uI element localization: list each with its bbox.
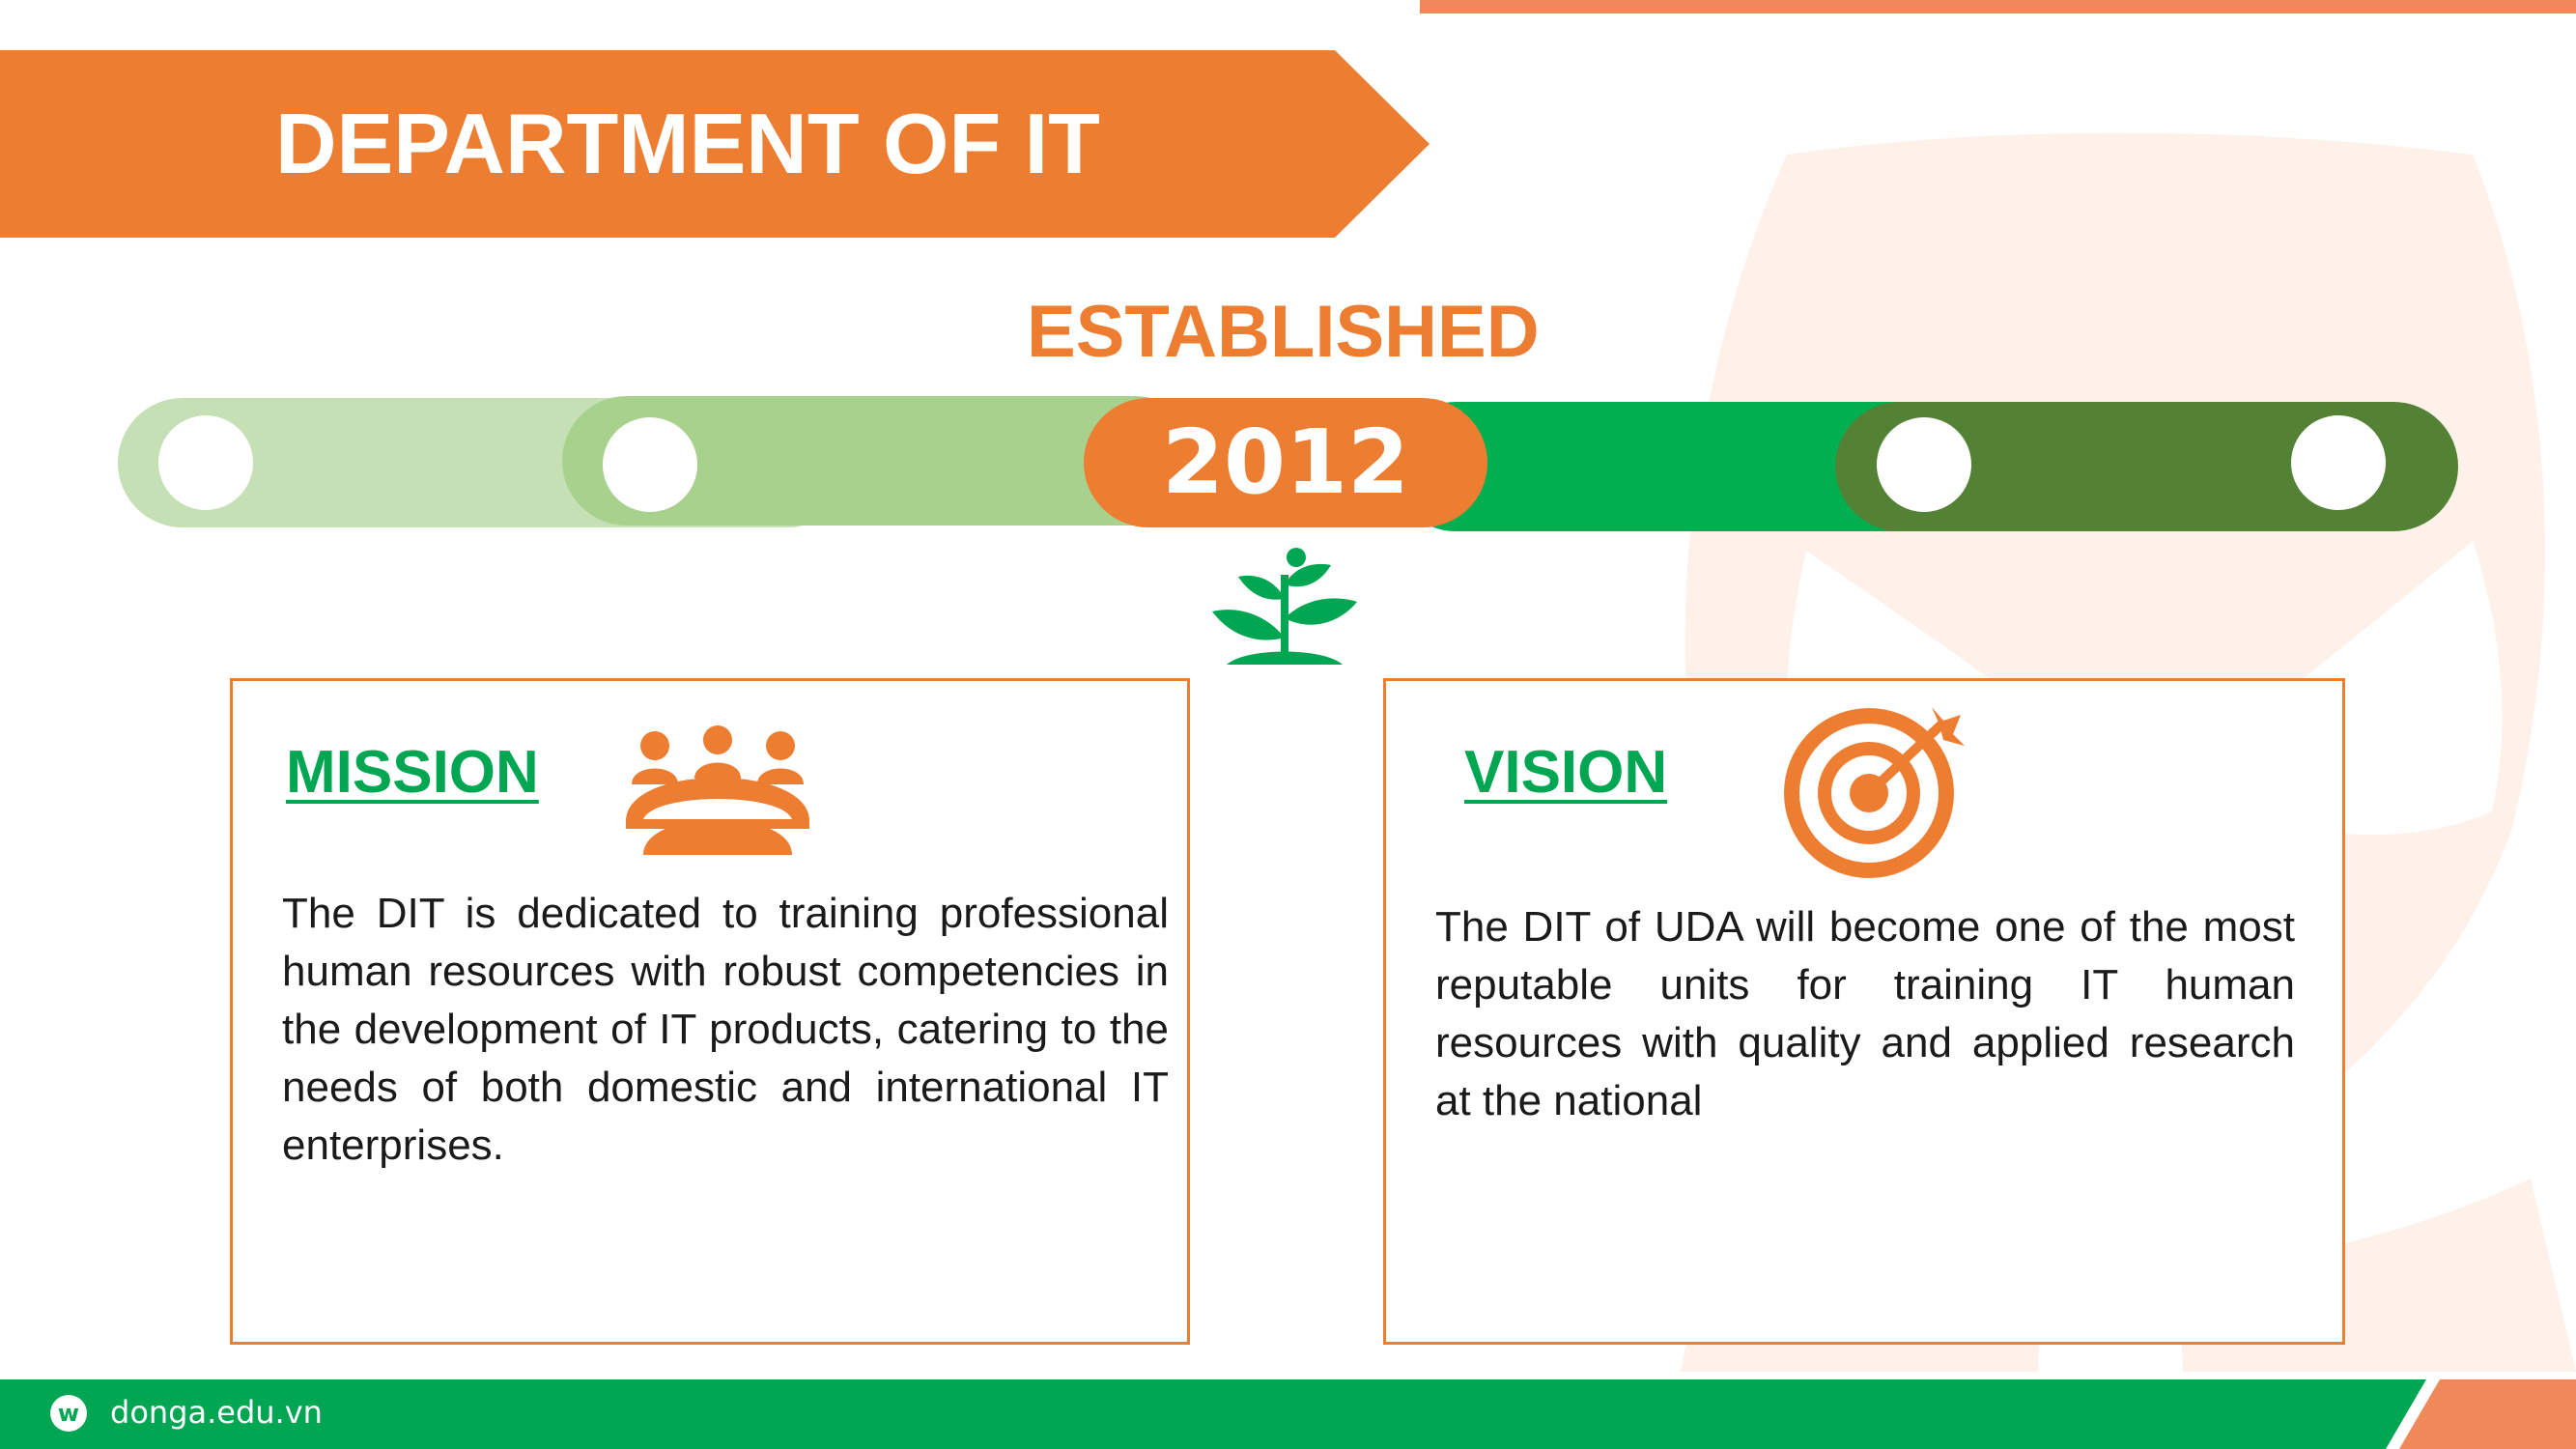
footer-logo-icon: w (50, 1395, 87, 1432)
team-meeting-icon (626, 725, 809, 855)
timeline-node-1 (158, 415, 253, 510)
mission-text: The DIT is dedicated to training profess… (282, 890, 1169, 1169)
title-banner (0, 50, 1430, 238)
established-label: ESTABLISHED (1027, 291, 1540, 373)
footer-bar (0, 1379, 2576, 1449)
timeline-node-4 (2291, 415, 2386, 510)
sprout-icon (1212, 548, 1357, 665)
footer-website-link[interactable]: donga.edu.vn (110, 1394, 323, 1431)
target-icon (1784, 707, 1965, 878)
timeline-node-2 (603, 417, 697, 512)
established-year: 2012 (1084, 398, 1487, 527)
vision-heading: VISION (1464, 739, 1668, 806)
mission-heading: MISSION (286, 739, 539, 806)
timeline-bar (0, 386, 2576, 551)
page-title: DEPARTMENT OF IT (275, 96, 1100, 191)
timeline-node-3 (1877, 417, 1971, 512)
vision-text: The DIT of UDA will become one of the mo… (1435, 903, 2295, 1124)
top-accent-strip (1420, 0, 2576, 14)
